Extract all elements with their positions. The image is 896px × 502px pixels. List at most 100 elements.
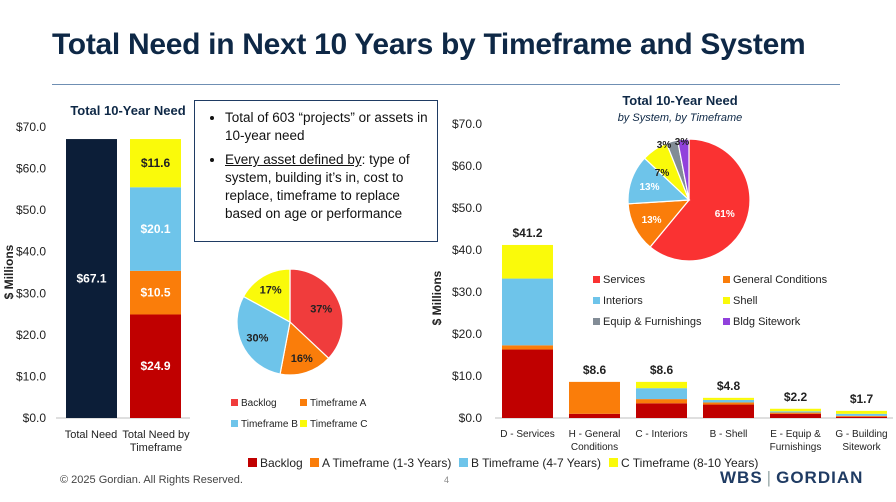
left-y-tick-label: $70.0 <box>16 120 46 134</box>
left-bar-segment <box>130 187 181 271</box>
timeframe-pie-slice-label: 37% <box>310 303 332 315</box>
left-bar-data-label: $10.5 <box>140 286 170 300</box>
timeframe-pie-legend-swatch <box>231 420 238 427</box>
system-pie-legend-label: Equip & Furnishings <box>603 316 702 328</box>
system-pie-slice-label: 13% <box>642 215 662 226</box>
system-pie-legend-label: Services <box>603 274 646 286</box>
system-pie-legend-label: General Conditions <box>733 274 828 286</box>
copyright-footer: © 2025 Gordian. All Rights Reserved. <box>60 474 243 486</box>
right-bar-total-label: $41.2 <box>512 226 542 240</box>
system-pie-slice <box>676 138 690 201</box>
timeframe-pie-slice <box>242 268 291 324</box>
right-bar-segment <box>836 410 887 414</box>
left-bar-segment <box>130 270 181 315</box>
bottom-legend-label: Backlog <box>260 456 303 470</box>
system-pie-slice <box>649 138 751 262</box>
logo-gordian: GORDIAN <box>776 468 864 487</box>
system-pie-legend-swatch <box>593 318 600 325</box>
right-bar-segment <box>502 278 553 346</box>
bottom-legend-swatch <box>609 458 618 467</box>
right-y-axis-label: $ Millions <box>430 270 444 325</box>
right-bar-segment <box>502 345 553 350</box>
right-bar-segment <box>502 349 553 418</box>
timeframe-pie-slice-label: 17% <box>260 284 282 296</box>
right-y-tick-label: $70.0 <box>452 117 482 131</box>
system-pie-slice-label: 3% <box>675 137 690 148</box>
right-bar-segment <box>703 404 754 418</box>
timeframe-pie-legend-label: Timeframe C <box>310 419 367 430</box>
bottom-legend-label: C Timeframe (8-10 Years) <box>621 456 758 470</box>
right-bar-segment <box>502 244 553 279</box>
right-x-category-label: E - Equip & <box>770 429 821 440</box>
system-pie-subtitle: by System, by Timeframe <box>618 112 743 124</box>
left-y-tick-label: $10.0 <box>16 369 46 383</box>
left-y-tick-label: $20.0 <box>16 328 46 342</box>
right-x-category-label: B - Shell <box>710 429 748 440</box>
right-bar-total-label: $4.8 <box>717 379 741 393</box>
right-x-category-label: G - Building <box>835 429 887 440</box>
timeframe-pie-legend-swatch <box>231 399 238 406</box>
right-x-category-label: Furnishings <box>770 442 822 453</box>
system-pie-slice-label: 61% <box>715 209 735 220</box>
bullet-projects: Total of 603 “projects” or assets in 10-… <box>225 109 429 145</box>
right-bar-total-label: $8.6 <box>650 363 674 377</box>
system-pie-slice-label: 13% <box>639 182 659 193</box>
logo-separator: | <box>766 468 773 487</box>
system-pie-legend-swatch <box>723 318 730 325</box>
right-bar-segment <box>836 416 887 418</box>
left-bar-data-label: $11.6 <box>141 156 171 170</box>
system-pie-legend-label: Interiors <box>603 295 643 307</box>
left-bar-data-label: $67.1 <box>76 272 106 286</box>
info-textbox: Total of 603 “projects” or assets in 10-… <box>194 100 438 242</box>
right-y-tick-label: $0.0 <box>459 411 483 425</box>
bottom-legend-label: B Timeframe (4-7 Years) <box>471 456 601 470</box>
timeframe-pie-slice <box>236 295 291 375</box>
bottom-legend-swatch <box>459 458 468 467</box>
system-pie-legend-label: Shell <box>733 295 757 307</box>
right-x-category-label: Conditions <box>571 442 618 453</box>
bottom-legend-swatch <box>310 458 319 467</box>
right-bar-segment <box>770 408 821 412</box>
page-number: 4 <box>444 475 450 485</box>
left-bar-data-label: $20.1 <box>140 222 170 236</box>
system-pie-legend-swatch <box>593 297 600 304</box>
bullet-asset-definition: Every asset defined by: type of system, … <box>225 151 429 223</box>
timeframe-pie-slice <box>289 268 344 360</box>
right-y-tick-label: $20.0 <box>452 327 482 341</box>
right-bar-total-label: $8.6 <box>583 363 607 377</box>
system-pie-legend-swatch <box>593 276 600 283</box>
system-pie-legend-swatch <box>723 276 730 283</box>
right-bar-segment <box>703 399 754 403</box>
right-y-tick-label: $50.0 <box>452 201 482 215</box>
bottom-legend-swatch <box>248 458 257 467</box>
timeframe-pie-legend-swatch <box>300 399 307 406</box>
right-bar-segment <box>636 403 687 418</box>
timeframe-pie-slice-label: 30% <box>246 332 268 344</box>
right-x-category-label: D - Services <box>500 429 554 440</box>
left-bar-data-label: $24.9 <box>140 359 170 373</box>
left-x-category-label: Total Need by <box>122 429 190 441</box>
left-y-tick-label: $40.0 <box>16 245 46 259</box>
title-divider <box>52 84 840 85</box>
right-bar-segment <box>569 413 620 418</box>
timeframe-pie-legend-label: Timeframe A <box>310 398 367 409</box>
left-bar-segment <box>66 139 117 418</box>
system-pie-slice-label: 7% <box>655 168 670 179</box>
system-pie-legend-swatch <box>723 297 730 304</box>
left-bar-segment <box>130 314 181 418</box>
left-chart-title: Total 10-Year Need <box>70 103 185 118</box>
right-y-tick-label: $10.0 <box>452 369 482 383</box>
left-y-tick-label: $0.0 <box>23 411 47 425</box>
right-bar-segment <box>636 388 687 400</box>
left-y-tick-label: $30.0 <box>16 286 46 300</box>
right-x-category-label: Sitework <box>842 442 881 453</box>
right-y-tick-label: $40.0 <box>452 243 482 257</box>
system-pie-slice-label: 3% <box>657 140 672 151</box>
right-bar-segment <box>636 381 687 389</box>
right-y-tick-label: $30.0 <box>452 285 482 299</box>
right-bar-segment <box>703 402 754 405</box>
bullet-underlined-text: Every asset defined by <box>225 152 362 167</box>
slide-title: Total Need in Next 10 Years by Timeframe… <box>52 28 806 61</box>
timeframe-pie-slice-label: 16% <box>291 353 313 365</box>
